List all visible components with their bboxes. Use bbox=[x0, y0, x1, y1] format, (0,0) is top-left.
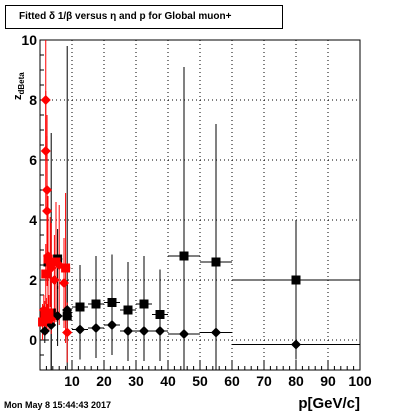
data-point-square bbox=[45, 257, 55, 267]
data-point-square bbox=[123, 305, 133, 315]
x-axis-label: p[GeV/c] bbox=[298, 395, 360, 412]
y-tick-label: 8 bbox=[29, 92, 37, 108]
data-point-square bbox=[155, 310, 165, 319]
data-point-diamond bbox=[123, 326, 133, 336]
x-tick-label: 60 bbox=[224, 373, 240, 389]
x-tick-label: 100 bbox=[348, 373, 372, 389]
error-bars bbox=[41, 40, 360, 370]
x-tick-label: 20 bbox=[96, 373, 112, 389]
y-axis-label-subscript: dBeta bbox=[17, 72, 27, 95]
data-point-diamond bbox=[291, 339, 301, 350]
x-tick-label: 40 bbox=[160, 373, 176, 389]
data-point-square bbox=[75, 302, 85, 312]
y-tick-label: 6 bbox=[29, 152, 37, 168]
grid bbox=[40, 40, 360, 370]
data-point-diamond bbox=[46, 314, 57, 324]
y-tick-label: 10 bbox=[21, 32, 37, 48]
chart-title: Fitted δ 1/β versus η and p for Global m… bbox=[5, 5, 283, 29]
data-point-square bbox=[41, 269, 51, 279]
data-markers bbox=[38, 95, 301, 350]
data-point-diamond bbox=[40, 95, 51, 105]
data-point-diamond bbox=[41, 308, 52, 318]
data-point-diamond bbox=[42, 206, 53, 216]
y-axis-label: zdBeta bbox=[4, 40, 34, 110]
x-tick-label: 90 bbox=[320, 373, 336, 389]
data-point-diamond bbox=[155, 326, 165, 336]
x-tick-label: 30 bbox=[128, 373, 144, 389]
x-tick-label: 50 bbox=[192, 373, 208, 389]
data-point-diamond bbox=[49, 275, 60, 285]
data-point-diamond bbox=[54, 260, 65, 270]
x-tick-label: 80 bbox=[288, 373, 304, 389]
data-point-square bbox=[211, 257, 221, 267]
data-point-diamond bbox=[43, 251, 53, 261]
data-point-square bbox=[61, 263, 71, 273]
data-point-diamond bbox=[46, 263, 57, 273]
data-point-diamond bbox=[39, 326, 50, 336]
x-tick-label: 10 bbox=[64, 373, 80, 389]
data-point-square bbox=[51, 257, 61, 267]
data-point-diamond bbox=[107, 320, 117, 330]
data-point-square bbox=[179, 251, 189, 261]
data-point-square bbox=[91, 299, 101, 309]
data-point-diamond bbox=[139, 326, 149, 336]
data-point-diamond bbox=[40, 146, 51, 156]
timestamp: Mon May 8 15:44:43 2017 bbox=[4, 400, 112, 410]
y-axis-label-main: z bbox=[12, 94, 24, 101]
x-tick-label: 70 bbox=[256, 373, 272, 389]
data-point-square bbox=[291, 275, 301, 285]
data-point-square bbox=[107, 298, 117, 307]
y-axis-label-text: zdBeta bbox=[12, 72, 26, 100]
data-point-diamond bbox=[42, 185, 53, 195]
y-tick-label: 0 bbox=[29, 332, 37, 348]
data-point-diamond bbox=[211, 327, 221, 338]
data-point-diamond bbox=[62, 305, 73, 315]
data-point-square bbox=[139, 299, 149, 309]
data-point-diamond bbox=[179, 329, 189, 339]
data-point-diamond bbox=[62, 327, 73, 338]
data-point-square bbox=[62, 311, 72, 321]
data-point-diamond bbox=[75, 324, 85, 335]
y-tick-label: 2 bbox=[29, 272, 37, 288]
tick-labels: 10 20 30 40 50 60 70 80 90 100 0 2 4 6 8 10 bbox=[21, 32, 371, 389]
data-point-diamond bbox=[59, 278, 69, 288]
axis-ticks bbox=[39, 39, 361, 371]
y-tick-label: 4 bbox=[29, 212, 37, 228]
data-point-diamond bbox=[91, 323, 101, 333]
